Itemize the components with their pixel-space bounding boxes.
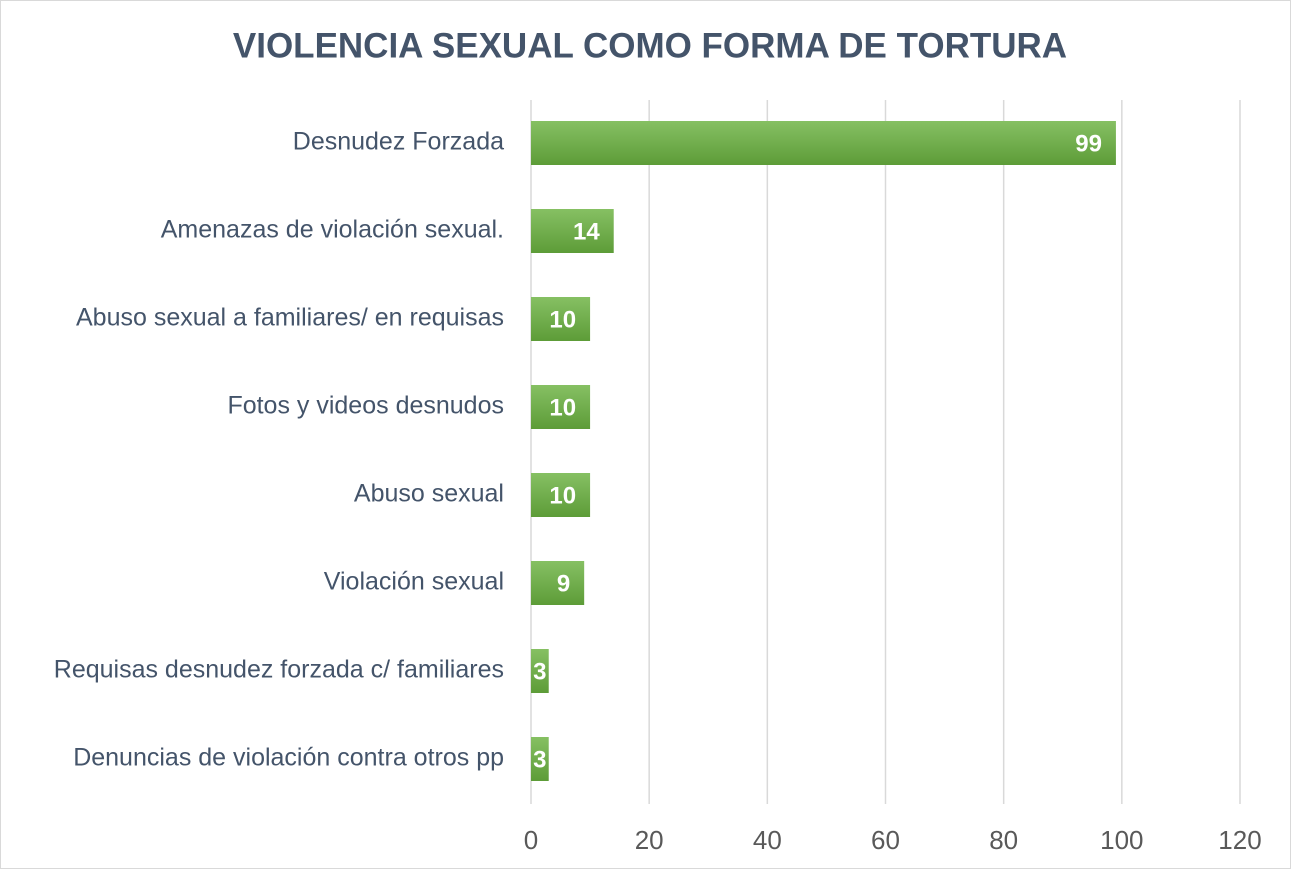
data-label: 14	[573, 218, 600, 245]
data-label: 99	[1075, 130, 1102, 157]
x-tick-label: 120	[1218, 825, 1261, 855]
data-label: 9	[557, 570, 570, 597]
bar	[531, 209, 614, 253]
bar	[531, 121, 1116, 165]
y-tick-label: Desnudez Forzada	[293, 128, 504, 156]
x-tick-label: 20	[635, 825, 664, 855]
x-tick-label: 40	[753, 825, 782, 855]
y-tick-label: Violación sexual	[324, 568, 504, 596]
chart-title: VIOLENCIA SEXUAL COMO FORMA DE TORTURA	[233, 26, 1067, 65]
y-tick-label: Fotos y videos desnudos	[227, 392, 504, 420]
y-tick-label: Amenazas de violación sexual.	[161, 216, 504, 244]
data-label: 3	[533, 658, 546, 685]
y-tick-label: Abuso sexual a familiares/ en requisas	[76, 304, 504, 332]
bar	[531, 385, 591, 429]
y-tick-label: Denuncias de violación contra otros pp	[73, 744, 504, 772]
bar	[531, 297, 591, 341]
data-label: 10	[549, 306, 576, 333]
bar	[531, 473, 591, 517]
y-tick-label: Requisas desnudez forzada c/ familiares	[54, 656, 504, 684]
x-tick-label: 0	[524, 825, 538, 855]
x-tick-label: 100	[1100, 825, 1143, 855]
data-label: 10	[549, 482, 576, 509]
bar	[531, 737, 549, 781]
x-tick-label: 80	[989, 825, 1018, 855]
x-tick-label: 60	[871, 825, 900, 855]
data-label: 3	[533, 746, 546, 773]
bar	[531, 561, 585, 605]
data-label: 10	[549, 394, 576, 421]
y-tick-label: Abuso sexual	[354, 480, 504, 508]
bar	[531, 649, 549, 693]
